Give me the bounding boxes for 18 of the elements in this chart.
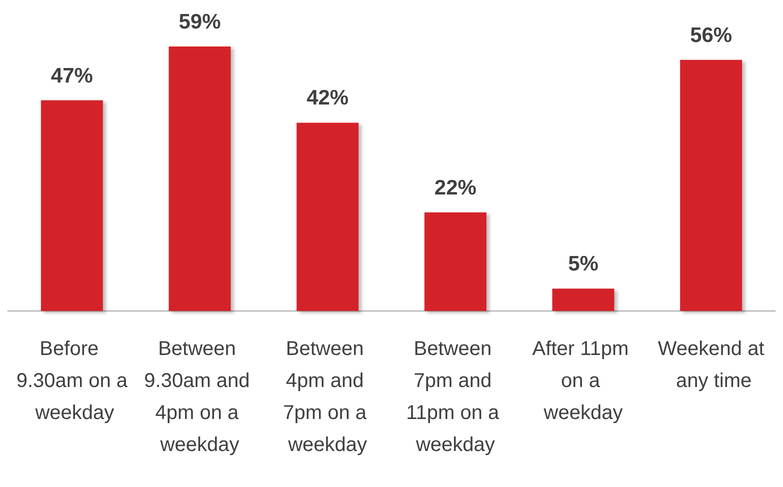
x-tick-label: Between 4pm and 7pm on a weekday (283, 338, 372, 456)
x-tick-label: Weekend at any time (658, 338, 765, 392)
data-label: 42% (306, 86, 349, 110)
x-tick-label: Between 7pm and 11pm on a weekday (406, 338, 505, 456)
bar (168, 46, 231, 311)
bar (40, 100, 103, 311)
x-tick-label: Before 9.30am on a weekday (16, 338, 128, 424)
bar (680, 60, 742, 311)
data-label: 22% (434, 176, 477, 200)
data-label: 5% (568, 252, 599, 276)
x-tick-label: After 11pm on a weekday (532, 338, 634, 424)
data-label: 59% (178, 10, 222, 34)
data-label: 56% (690, 24, 732, 47)
bar (296, 122, 359, 311)
bar (552, 288, 614, 311)
data-label: 47% (50, 64, 94, 88)
x-tick-label: Between 9.30am and 4pm on a weekday (144, 338, 256, 456)
bar (424, 212, 486, 311)
